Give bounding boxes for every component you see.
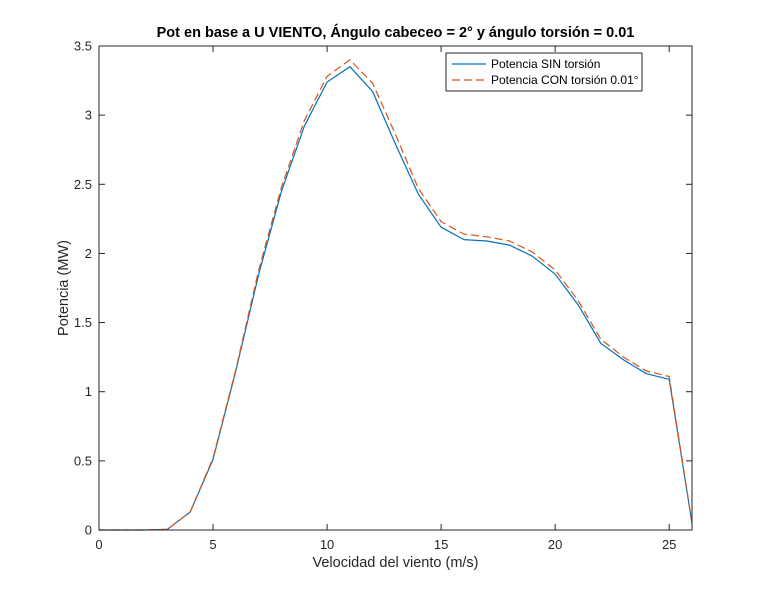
y-tick-label: 0: [85, 523, 92, 538]
y-tick-label: 3: [85, 108, 92, 123]
series-line-con-torsion: [99, 59, 693, 531]
axes-layer: [98, 45, 693, 531]
axes-box: [98, 45, 693, 531]
legend: Potencia SIN torsión Potencia CON torsió…: [445, 52, 643, 92]
series-line-sin-torsion: [99, 66, 693, 531]
y-tick-label: 0.5: [74, 453, 92, 468]
y-tick-label: 2: [85, 246, 92, 261]
x-tick-label: 5: [209, 537, 216, 552]
x-tick-label: 25: [662, 537, 676, 552]
legend-box: [445, 52, 643, 92]
series-layer: [99, 59, 693, 531]
x-tick-label: 20: [548, 537, 562, 552]
ticks-layer: 0 5 10 15 20 25 0 0.5 1 1.5 2 2.5 3 3.5: [74, 39, 692, 552]
y-tick-label: 3.5: [74, 39, 92, 54]
legend-label-con: Potencia CON torsión 0.01°: [491, 73, 639, 87]
y-tick-label: 2.5: [74, 177, 92, 192]
x-tick-label: 10: [320, 537, 334, 552]
chart-title: Pot en base a U VIENTO, Ángulo cabeceo =…: [157, 24, 635, 41]
plot-area: [99, 46, 692, 530]
y-axis-title: Potencia (MW): [56, 240, 72, 336]
x-tick-label: 15: [434, 537, 448, 552]
x-axis-title: Velocidad del viento (m/s): [312, 555, 478, 571]
y-tick-label: 1: [85, 384, 92, 399]
y-tick-label: 1.5: [74, 315, 92, 330]
x-tick-label: 0: [95, 537, 102, 552]
legend-label-sin: Potencia SIN torsión: [491, 57, 600, 71]
